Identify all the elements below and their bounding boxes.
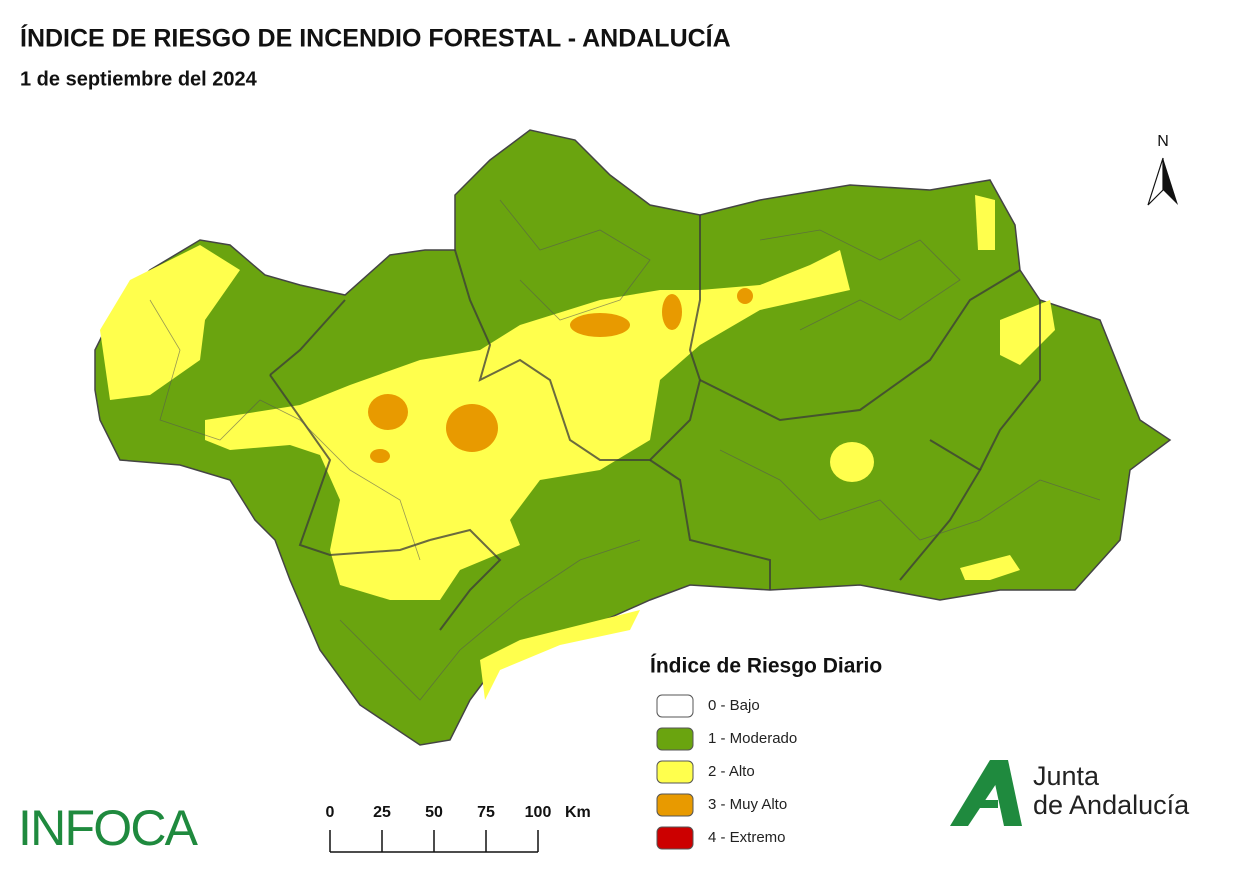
scale-bar: 0 25 50 75 100 Km bbox=[326, 804, 591, 853]
legend-label: 1 - Moderado bbox=[708, 730, 797, 747]
province-border bbox=[269, 299, 346, 376]
region-very-high bbox=[370, 449, 390, 463]
scale-tick-label: 25 bbox=[373, 804, 391, 821]
region-very-high bbox=[662, 294, 682, 330]
legend-swatch bbox=[656, 793, 694, 817]
title: ÍNDICE DE RIESGO DE INCENDIO FORESTAL - … bbox=[20, 24, 731, 53]
subtitle: 1 de septiembre del 2024 bbox=[20, 68, 258, 90]
region-high bbox=[205, 250, 850, 600]
region-high bbox=[830, 442, 874, 482]
scale-tick-label: 100 bbox=[525, 804, 552, 821]
province-border bbox=[899, 439, 982, 581]
junta-line-2: de Andalucía bbox=[1033, 790, 1190, 820]
municipal-border bbox=[719, 449, 1101, 541]
scale-tick-label: 75 bbox=[477, 804, 495, 821]
legend-label: 2 - Alto bbox=[708, 763, 755, 780]
north-label: N bbox=[1157, 133, 1169, 150]
legend-swatch bbox=[656, 727, 694, 751]
province-border bbox=[269, 374, 431, 557]
legend: 0 - Bajo 1 - Moderado 2 - Alto 3 - Muy Alto… bbox=[656, 694, 797, 850]
legend-swatch bbox=[656, 826, 694, 850]
legend-swatch bbox=[656, 760, 694, 784]
junta-line-1: Junta bbox=[1033, 761, 1100, 791]
region-very-high bbox=[570, 313, 630, 337]
region-high bbox=[975, 195, 995, 250]
region-high bbox=[1000, 300, 1055, 365]
junta-logo: Junta de Andalucía bbox=[950, 760, 1190, 826]
region-high bbox=[100, 245, 240, 400]
municipal-border bbox=[499, 199, 651, 321]
province-border bbox=[649, 459, 771, 590]
region-high bbox=[960, 555, 1020, 580]
province-border bbox=[454, 215, 702, 461]
region-very-high bbox=[446, 404, 498, 452]
municipal-border bbox=[759, 229, 961, 331]
scale-tick-label: 50 bbox=[425, 804, 443, 821]
legend-label: 4 - Extremo bbox=[708, 829, 786, 846]
scale-tick-label: 0 bbox=[326, 804, 335, 821]
north-arrow: N bbox=[1147, 133, 1178, 206]
municipal-border bbox=[149, 299, 421, 561]
north-arrow-left bbox=[1147, 157, 1164, 206]
logo-mark bbox=[968, 800, 998, 808]
province-border bbox=[699, 269, 1021, 422]
province-border bbox=[429, 528, 502, 631]
legend-swatch bbox=[656, 694, 694, 718]
map bbox=[94, 129, 1172, 746]
scale-unit: Km bbox=[565, 804, 591, 821]
legend-label: 0 - Bajo bbox=[708, 697, 760, 714]
region-high bbox=[480, 610, 640, 700]
legend-label: 3 - Muy Alto bbox=[708, 796, 787, 813]
region-very-high bbox=[368, 394, 408, 430]
legend-title: Índice de Riesgo Diario bbox=[650, 655, 882, 678]
province-border bbox=[979, 300, 1041, 471]
north-arrow-right bbox=[1163, 158, 1178, 205]
region-very-high bbox=[737, 288, 753, 304]
municipal-border bbox=[339, 539, 641, 701]
infoca-logo: INFOCA bbox=[18, 800, 199, 856]
logo-mark bbox=[950, 760, 1000, 826]
